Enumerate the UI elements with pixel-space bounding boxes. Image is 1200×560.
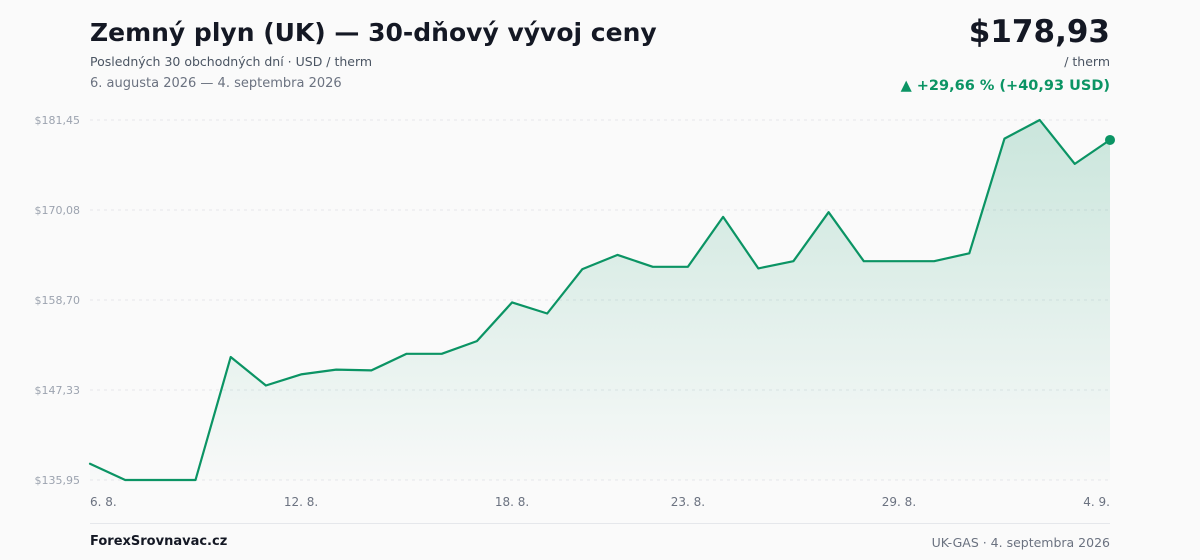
x-tick-label: 6. 8.	[90, 495, 117, 509]
chart-title: Zemný plyn (UK) — 30-dňový vývoj ceny	[90, 18, 657, 47]
chart-subtitle: Posledných 30 obchodných dní · USD / the…	[90, 54, 373, 69]
x-tick-label: 4. 9.	[1083, 495, 1110, 509]
x-axis: 6. 8. 12. 8. 18. 8. 23. 8. 29. 8. 4. 9.	[90, 495, 1110, 509]
y-tick-label: $147,33	[35, 384, 81, 397]
price-line	[88, 118, 1112, 482]
last-price-marker	[1105, 134, 1115, 145]
date-range: 6. augusta 2026 — 4. septembra 2026	[90, 76, 342, 91]
price-unit: / therm	[1064, 54, 1110, 69]
price-change: ▲ +29,66 % (+40,93 USD)	[900, 78, 1110, 94]
x-tick-label: 18. 8.	[495, 495, 529, 509]
footer-note: UK-GAS · 4. septembra 2026	[931, 535, 1110, 550]
y-tick-label: $170,08	[35, 204, 81, 217]
y-tick-label: $135,95	[35, 474, 81, 487]
price-area	[90, 120, 1110, 480]
x-tick-label: 23. 8.	[671, 495, 705, 509]
y-tick-label: $158,70	[35, 294, 81, 307]
y-axis: $135,95 $147,33 $158,70 $170,08 $181,45	[35, 114, 81, 487]
footer-divider	[90, 523, 1110, 524]
y-tick-label: $181,45	[35, 114, 81, 127]
current-price: $178,93	[968, 14, 1110, 50]
x-tick-label: 12. 8.	[284, 495, 318, 509]
x-tick-label: 29. 8.	[882, 495, 916, 509]
brand-name: ForexSrovnavac.cz	[90, 534, 228, 549]
